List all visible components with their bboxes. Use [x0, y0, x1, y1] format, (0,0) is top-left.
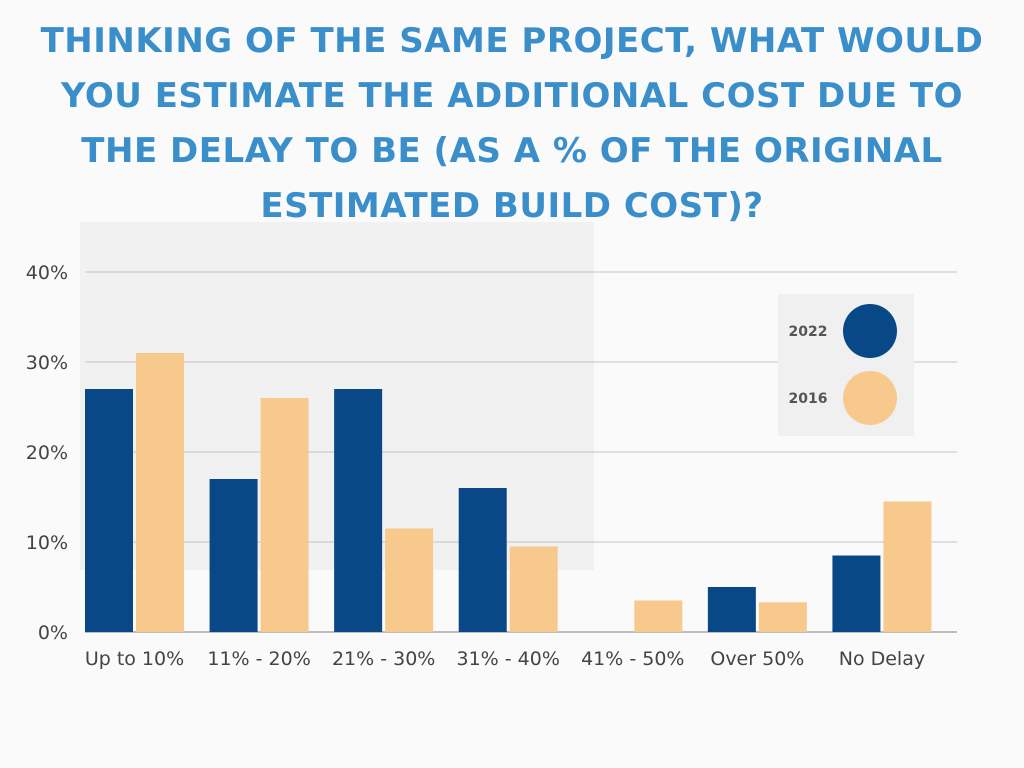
- x-tick-label: No Delay: [839, 648, 925, 670]
- y-tick-label: 0%: [38, 622, 68, 644]
- bar-2022-5: [707, 587, 756, 632]
- legend-swatch: [843, 304, 897, 358]
- legend: 2022 2016: [778, 294, 914, 436]
- bar-2016-2: [385, 528, 434, 632]
- bar-2022-1: [209, 479, 258, 632]
- y-axis-tick-labels: 0% 10% 20% 30% 40%: [26, 262, 68, 644]
- bar-2016-1: [260, 398, 309, 632]
- y-tick-label: 10%: [26, 532, 68, 554]
- x-tick-label: 11% - 20%: [207, 648, 310, 670]
- y-tick-label: 30%: [26, 352, 68, 374]
- x-axis-tick-labels: Up to 10% 11% - 20% 21% - 30% 31% - 40% 41% …: [85, 648, 925, 670]
- y-tick-label: 20%: [26, 442, 68, 464]
- x-tick-label: 41% - 50%: [581, 648, 684, 670]
- legend-label: 2016: [789, 391, 828, 407]
- x-tick-label: 21% - 30%: [332, 648, 435, 670]
- bar-2016-6: [883, 501, 932, 632]
- x-tick-label: Up to 10%: [85, 648, 184, 670]
- bar-2022-0: [85, 389, 133, 632]
- y-tick-label: 40%: [26, 262, 68, 284]
- bar-2022-6: [832, 555, 881, 632]
- bar-2016-3: [509, 546, 558, 632]
- bar-2016-0: [136, 353, 184, 632]
- bar-2022-3: [458, 488, 507, 632]
- bar-2016-4: [634, 600, 683, 632]
- bars: [85, 353, 932, 632]
- legend-swatch: [843, 371, 897, 425]
- bar-2022-2: [334, 389, 383, 632]
- x-tick-label: 31% - 40%: [457, 648, 560, 670]
- chart-title: Thinking of the same project, what would…: [40, 21, 984, 226]
- bar-2016-5: [758, 602, 807, 632]
- legend-label: 2022: [789, 324, 828, 340]
- x-tick-label: Over 50%: [710, 648, 804, 670]
- legend-background: [778, 294, 914, 436]
